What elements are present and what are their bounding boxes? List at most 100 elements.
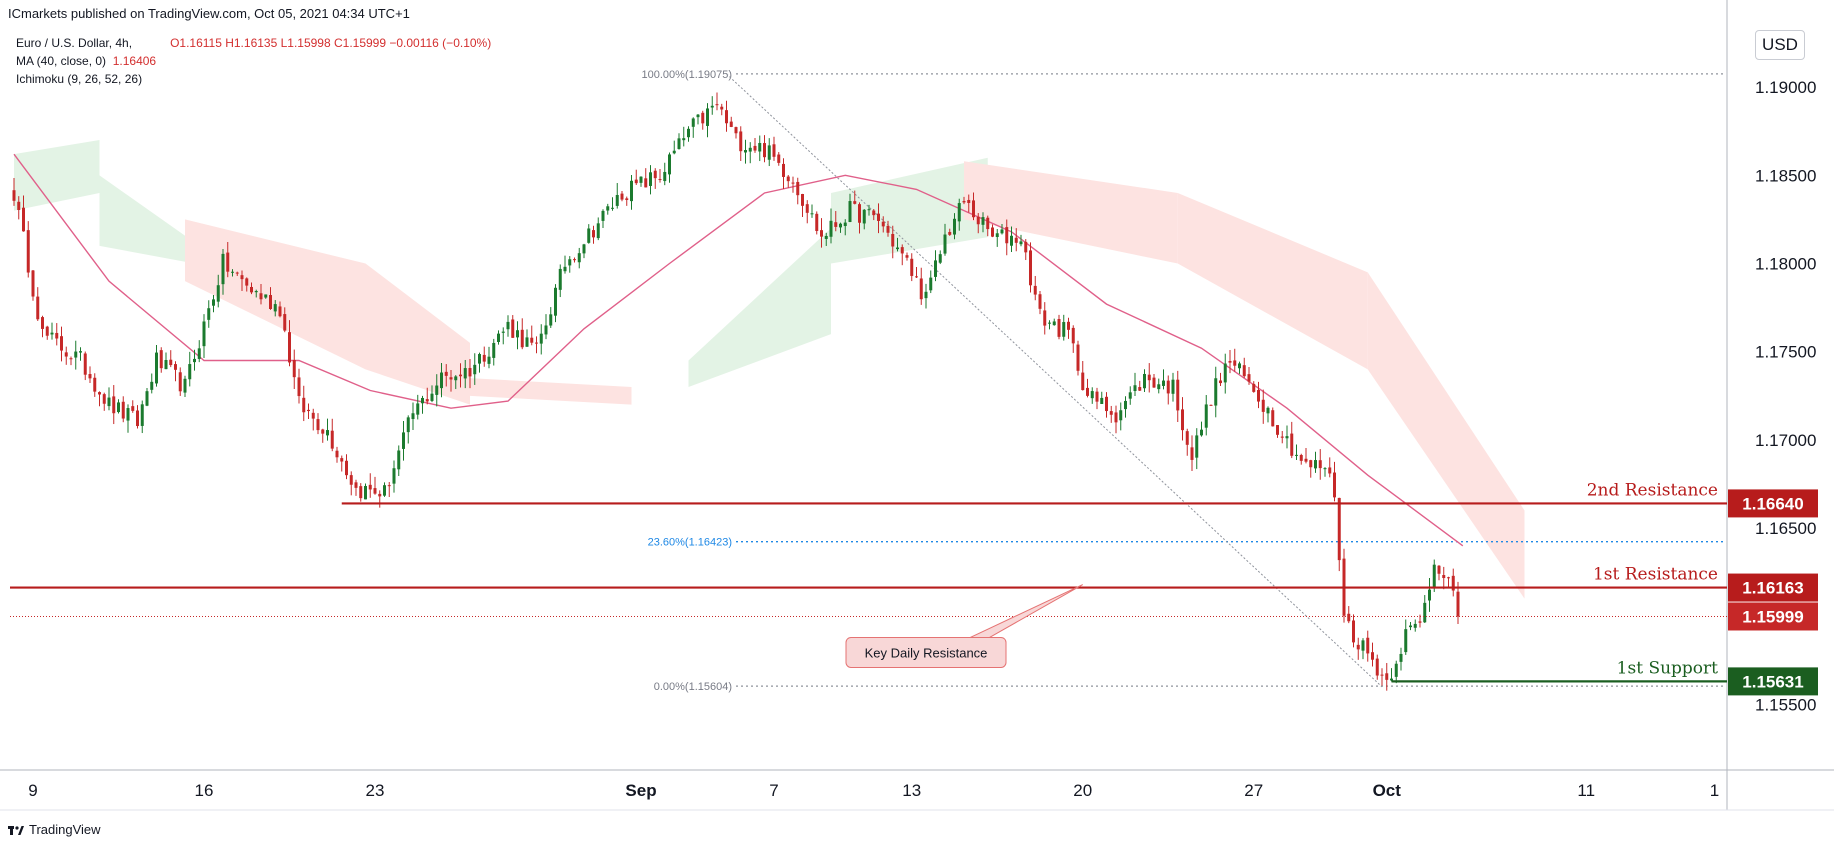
candle[interactable] bbox=[634, 169, 638, 186]
candle[interactable] bbox=[259, 283, 263, 305]
candle[interactable] bbox=[1033, 275, 1037, 301]
candle[interactable] bbox=[31, 270, 35, 301]
candle[interactable] bbox=[649, 165, 652, 195]
candle[interactable] bbox=[1200, 421, 1203, 437]
candle[interactable] bbox=[245, 277, 249, 292]
candle[interactable] bbox=[1133, 372, 1137, 397]
candle[interactable] bbox=[207, 300, 211, 328]
candle[interactable] bbox=[387, 481, 391, 498]
candle[interactable] bbox=[544, 314, 548, 340]
candle[interactable] bbox=[1276, 425, 1279, 438]
candle[interactable] bbox=[1271, 407, 1275, 427]
candle[interactable] bbox=[1171, 372, 1175, 402]
candle[interactable] bbox=[1181, 397, 1184, 441]
candle[interactable] bbox=[877, 203, 880, 234]
candle[interactable] bbox=[834, 211, 838, 232]
candle[interactable] bbox=[644, 168, 648, 188]
candle[interactable] bbox=[79, 347, 82, 361]
candle[interactable] bbox=[1162, 369, 1165, 390]
candle[interactable] bbox=[1024, 239, 1028, 261]
candle[interactable] bbox=[535, 336, 538, 354]
candle[interactable] bbox=[995, 229, 999, 247]
candle[interactable] bbox=[915, 266, 918, 278]
currency-button[interactable]: USD bbox=[1755, 30, 1805, 60]
candle[interactable] bbox=[36, 287, 40, 321]
candle[interactable] bbox=[501, 327, 505, 345]
candle[interactable] bbox=[1095, 387, 1099, 410]
candle[interactable] bbox=[17, 196, 21, 220]
candle[interactable] bbox=[240, 270, 244, 292]
candle[interactable] bbox=[212, 295, 215, 313]
candle[interactable] bbox=[943, 223, 947, 256]
candle[interactable] bbox=[1456, 581, 1460, 625]
candle[interactable] bbox=[487, 346, 491, 369]
candle[interactable] bbox=[1090, 387, 1094, 404]
candle[interactable] bbox=[1114, 405, 1118, 434]
candle[interactable] bbox=[1347, 606, 1351, 624]
candle[interactable] bbox=[511, 315, 515, 338]
candle[interactable] bbox=[1124, 396, 1127, 418]
candle[interactable] bbox=[539, 324, 543, 355]
candle[interactable] bbox=[468, 358, 472, 389]
candle[interactable] bbox=[753, 138, 757, 153]
candle[interactable] bbox=[696, 114, 700, 125]
candle[interactable] bbox=[592, 225, 595, 244]
candle[interactable] bbox=[1442, 566, 1446, 590]
candle[interactable] bbox=[1081, 361, 1085, 391]
candle[interactable] bbox=[169, 350, 173, 368]
candle[interactable] bbox=[45, 325, 49, 340]
candle[interactable] bbox=[967, 194, 971, 213]
candle[interactable] bbox=[1014, 228, 1018, 252]
candle[interactable] bbox=[1318, 449, 1322, 480]
candle[interactable] bbox=[112, 385, 116, 425]
candle[interactable] bbox=[254, 289, 258, 298]
candle[interactable] bbox=[373, 476, 377, 495]
candle[interactable] bbox=[1428, 577, 1431, 612]
candle[interactable] bbox=[1261, 389, 1265, 424]
candle[interactable] bbox=[497, 330, 500, 345]
candle[interactable] bbox=[1219, 372, 1222, 386]
candle[interactable] bbox=[625, 196, 629, 206]
candle[interactable] bbox=[55, 323, 59, 346]
candle[interactable] bbox=[1242, 357, 1246, 378]
candle[interactable] bbox=[1062, 314, 1066, 341]
candle[interactable] bbox=[402, 421, 405, 461]
ichimoku-label[interactable]: Ichimoku (9, 26, 52, 26) bbox=[16, 72, 143, 86]
candle[interactable] bbox=[810, 204, 814, 218]
candle[interactable] bbox=[150, 373, 154, 394]
candle[interactable] bbox=[839, 222, 842, 233]
candle[interactable] bbox=[335, 446, 339, 463]
candle[interactable] bbox=[1029, 242, 1032, 293]
candle[interactable] bbox=[1399, 647, 1403, 671]
candle[interactable] bbox=[872, 208, 876, 221]
candle[interactable] bbox=[1385, 663, 1389, 691]
candle[interactable] bbox=[311, 408, 315, 431]
candle[interactable] bbox=[145, 388, 149, 407]
candle[interactable] bbox=[582, 243, 586, 259]
candle[interactable] bbox=[1204, 395, 1208, 436]
candle[interactable] bbox=[378, 490, 382, 508]
candle[interactable] bbox=[900, 244, 904, 266]
candle[interactable] bbox=[26, 221, 30, 278]
candle[interactable] bbox=[615, 183, 619, 209]
candle[interactable] bbox=[1071, 325, 1075, 353]
candle[interactable] bbox=[69, 356, 73, 366]
candle[interactable] bbox=[349, 471, 353, 496]
candle[interactable] bbox=[796, 177, 800, 205]
candle[interactable] bbox=[782, 158, 785, 189]
candle[interactable] bbox=[1067, 317, 1070, 339]
candle[interactable] bbox=[93, 373, 97, 397]
candle[interactable] bbox=[1157, 378, 1161, 394]
candle[interactable] bbox=[668, 152, 671, 183]
candle[interactable] bbox=[1238, 361, 1241, 374]
candle[interactable] bbox=[473, 353, 477, 385]
candle[interactable] bbox=[672, 140, 676, 155]
candle[interactable] bbox=[188, 351, 192, 387]
candle[interactable] bbox=[231, 269, 234, 277]
candle[interactable] bbox=[577, 247, 581, 269]
candle[interactable] bbox=[221, 249, 225, 295]
candle[interactable] bbox=[948, 228, 952, 236]
candle[interactable] bbox=[326, 418, 329, 441]
candle[interactable] bbox=[1143, 369, 1146, 392]
candle[interactable] bbox=[763, 135, 766, 163]
